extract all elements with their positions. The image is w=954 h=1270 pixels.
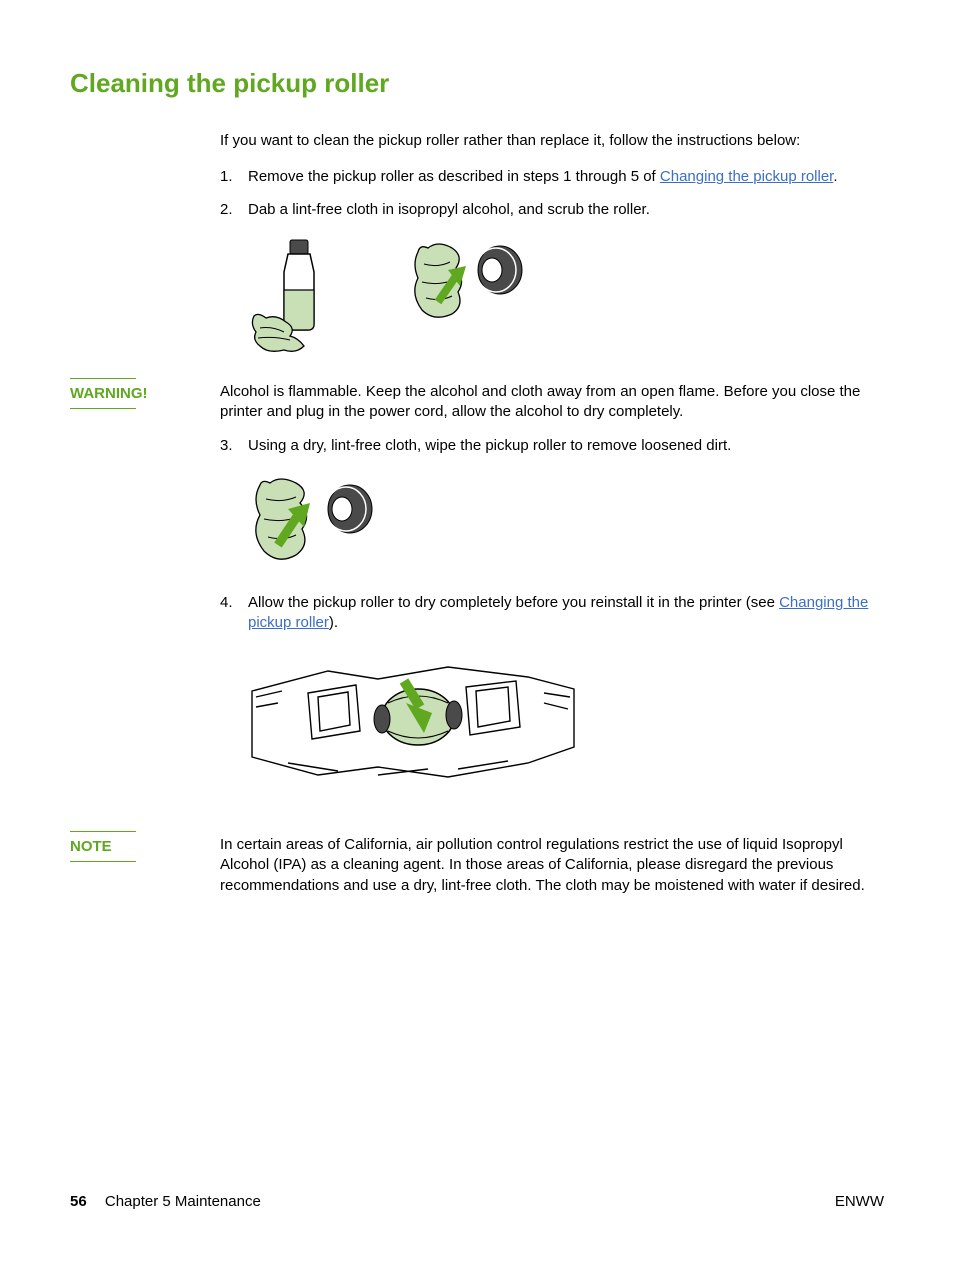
wipe-roller-illustration <box>248 475 378 571</box>
page-footer: 56 Chapter 5 Maintenance ENWW <box>70 1193 884 1210</box>
step-2: 2. Dab a lint-free cloth in isopropyl al… <box>220 200 884 356</box>
step-3-number: 3. <box>220 436 233 456</box>
step-2-number: 2. <box>220 200 233 220</box>
warning-body: Alcohol is flammable. Keep the alcohol a… <box>220 378 884 423</box>
step-4-number: 4. <box>220 593 233 613</box>
footer-right: ENWW <box>835 1193 884 1210</box>
step-4: 4. Allow the pickup roller to dry comple… <box>220 593 884 808</box>
step-1-text-post: . <box>833 168 837 185</box>
footer-chapter: Chapter 5 Maintenance <box>105 1193 261 1210</box>
reinstall-roller-illustration <box>248 647 578 807</box>
note-callout: NOTE In certain areas of California, air… <box>70 831 884 896</box>
warning-callout: WARNING! Alcohol is flammable. Keep the … <box>70 378 884 423</box>
step-2-text: Dab a lint-free cloth in isopropyl alcoh… <box>248 201 650 218</box>
footer-page-number: 56 <box>70 1193 87 1210</box>
step-4-text-pre: Allow the pickup roller to dry completel… <box>248 594 779 611</box>
step-3: 3. Using a dry, lint-free cloth, wipe th… <box>220 436 884 570</box>
intro-text: If you want to clean the pickup roller r… <box>220 131 884 151</box>
note-body: In certain areas of California, air poll… <box>220 831 884 896</box>
step-1-text-pre: Remove the pickup roller as described in… <box>248 168 660 185</box>
scrub-roller-illustration <box>408 238 528 356</box>
step-1-link[interactable]: Changing the pickup roller <box>660 168 833 185</box>
page-title: Cleaning the pickup roller <box>70 68 884 99</box>
note-label: NOTE <box>70 831 136 862</box>
bottle-cloth-illustration <box>248 238 348 356</box>
step-3-text: Using a dry, lint-free cloth, wipe the p… <box>248 437 731 454</box>
warning-label: WARNING! <box>70 378 136 409</box>
step-4-text-post: ). <box>329 614 338 631</box>
step-1-number: 1. <box>220 167 233 187</box>
step-1: 1. Remove the pickup roller as described… <box>220 167 884 187</box>
